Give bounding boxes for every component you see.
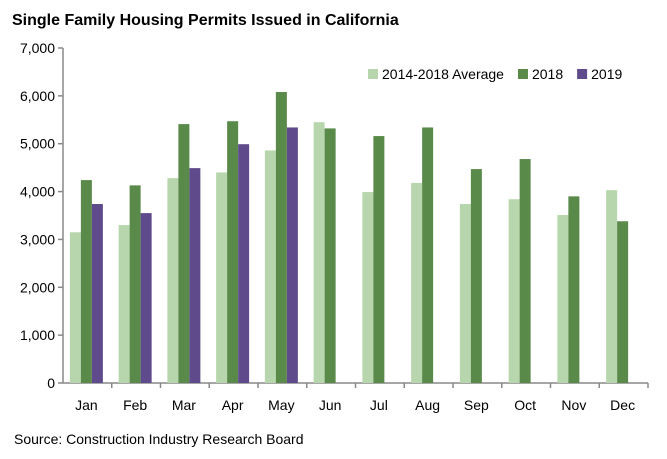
chart-title: Single Family Housing Permits Issued in … xyxy=(12,12,399,29)
bar-2018-nov xyxy=(568,196,580,383)
legend-label: 2014-2018 Average xyxy=(382,66,504,82)
bar-2014-2018-average-mar xyxy=(167,178,179,383)
x-tick-label: Jan xyxy=(75,397,98,413)
bar-2014-2018-average-apr xyxy=(216,172,228,383)
bar-2019-feb xyxy=(140,213,152,383)
y-tick-label: 6,000 xyxy=(20,88,55,104)
bar-2019-mar xyxy=(189,168,201,383)
y-tick-label: 0 xyxy=(47,375,55,391)
bar-2018-apr xyxy=(227,121,239,383)
bar-2014-2018-average-nov xyxy=(557,215,569,383)
y-tick-label: 2,000 xyxy=(20,279,55,295)
x-tick-label: May xyxy=(268,397,294,413)
bar-2018-may xyxy=(275,92,287,384)
legend-label: 2019 xyxy=(591,66,622,82)
bar-2018-aug xyxy=(422,127,434,383)
bar-2019-jan xyxy=(91,204,103,383)
bar-2014-2018-average-aug xyxy=(411,182,423,383)
y-tick-label: 5,000 xyxy=(20,136,55,152)
legend-swatch xyxy=(368,69,378,79)
bar-2018-dec xyxy=(617,221,629,383)
bar-2014-2018-average-dec xyxy=(606,190,618,383)
x-tick-label: Mar xyxy=(172,397,196,413)
x-tick-label: Jun xyxy=(319,397,342,413)
legend-swatch xyxy=(577,69,588,79)
bar-2018-jan xyxy=(80,180,92,383)
bar-2018-oct xyxy=(519,159,531,383)
bar-2018-jun xyxy=(324,128,336,383)
bar-2019-apr xyxy=(238,144,250,383)
y-tick-label: 1,000 xyxy=(20,327,55,343)
bar-2014-2018-average-oct xyxy=(508,199,520,383)
bar-2014-2018-average-feb xyxy=(118,225,130,383)
x-tick-label: Apr xyxy=(222,397,244,413)
legend-swatch xyxy=(517,69,528,79)
bar-2018-mar xyxy=(178,124,190,383)
y-tick-label: 7,000 xyxy=(20,40,55,56)
bar-2018-jul xyxy=(373,136,385,383)
bar-2014-2018-average-may xyxy=(264,150,276,383)
bar-2019-may xyxy=(286,127,298,383)
legend-label: 2018 xyxy=(532,66,563,82)
y-tick-label: 4,000 xyxy=(20,184,55,200)
x-tick-label: Aug xyxy=(415,397,440,413)
bar-2014-2018-average-jul xyxy=(362,192,374,383)
bar-2018-feb xyxy=(129,185,141,383)
x-tick-label: Feb xyxy=(123,397,147,413)
bar-2014-2018-average-sep xyxy=(459,204,471,383)
y-tick-label: 3,000 xyxy=(20,231,55,247)
bar-2014-2018-average-jan xyxy=(69,232,81,383)
x-tick-label: Oct xyxy=(514,397,536,413)
bar-2014-2018-average-jun xyxy=(313,122,325,383)
x-tick-label: Jul xyxy=(370,397,388,413)
x-tick-label: Dec xyxy=(610,397,635,413)
bar-2018-sep xyxy=(470,169,482,383)
chart-source: Source: Construction Industry Research B… xyxy=(14,431,303,447)
x-tick-label: Sep xyxy=(464,397,489,413)
x-tick-label: Nov xyxy=(561,397,586,413)
